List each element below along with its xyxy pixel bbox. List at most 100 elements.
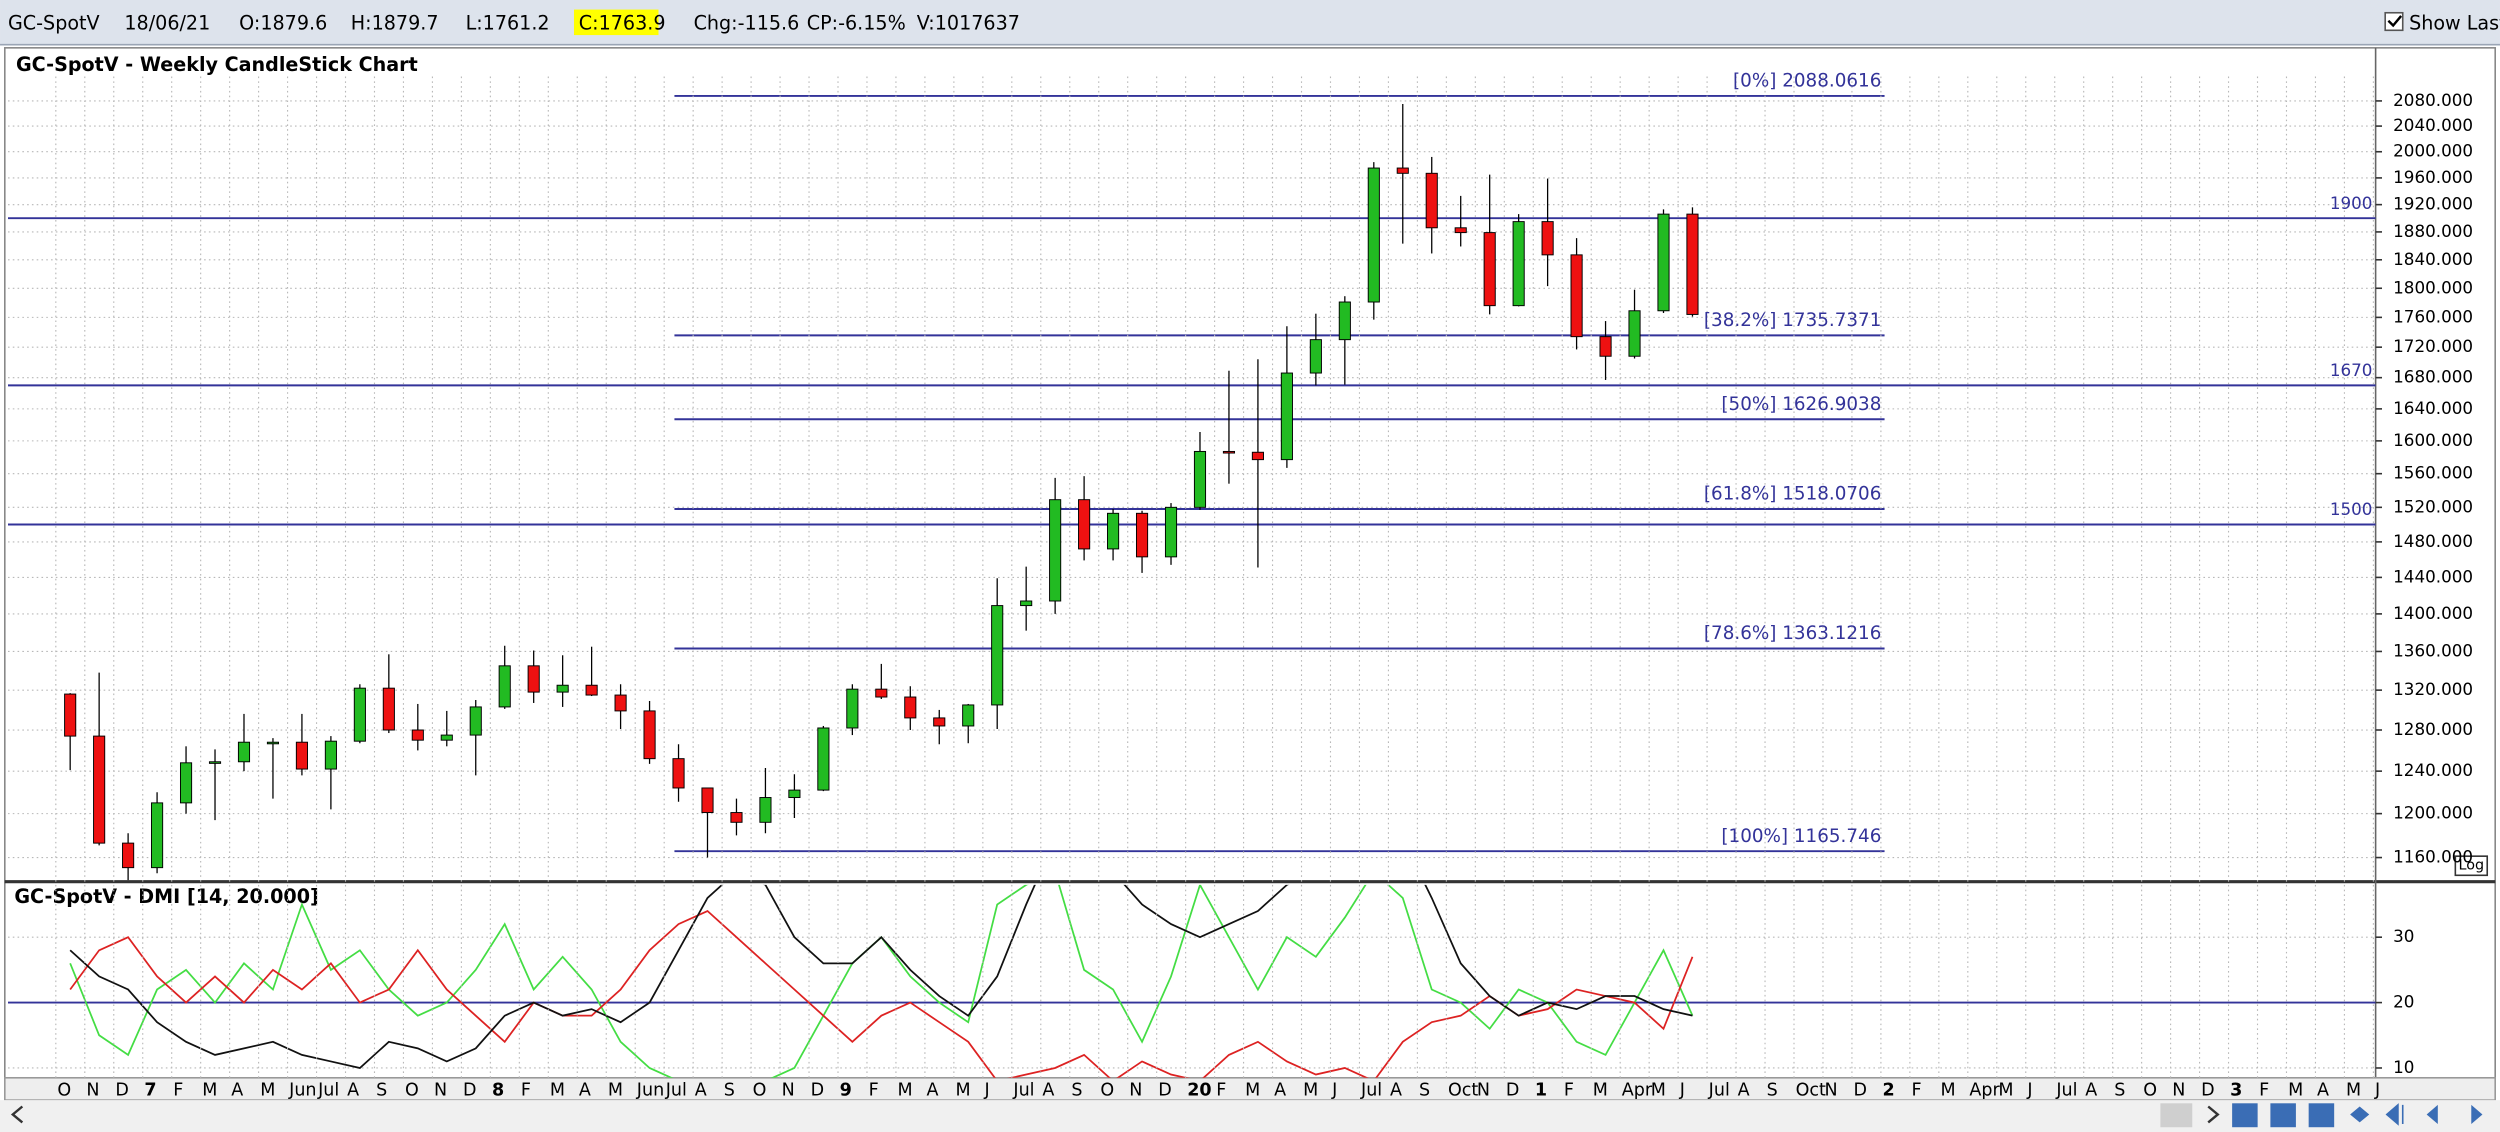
candle-body [962,704,975,727]
y-tick-label: 1880.000 [2393,221,2473,241]
header-close: C:1763.9 [579,11,666,34]
candle-body [498,665,511,708]
y-tick-label: 1960.000 [2393,167,2473,187]
header-change-percent: CP:-6.15% [807,11,906,34]
x-tick-label: F [2259,1081,2269,1101]
x-tick-label: N [1477,1081,1490,1101]
header-low: L:1761.2 [466,11,550,34]
candle-body [1512,221,1525,307]
header-open: O:1879.6 [239,11,327,34]
candle-body [875,688,888,698]
x-tick-label: F [521,1081,531,1101]
x-tick-label: M [202,1081,217,1101]
x-tick-label: Oct [1448,1081,1478,1101]
x-tick-label: O [405,1081,419,1101]
x-tick-label: S [1419,1081,1430,1101]
x-tick-label: Apr [1622,1081,1653,1101]
tool-button[interactable] [2308,1103,2335,1128]
candle-body [1570,254,1583,338]
y-tick-label: 1800.000 [2393,277,2473,297]
x-tick-label: S [724,1081,735,1101]
x-tick-label: Jul [317,1081,339,1101]
chart-area [4,47,2496,1079]
candle-body [643,710,656,760]
candle-body [1222,450,1236,454]
candle-body [122,842,135,869]
candle-body [93,735,106,844]
dmi-line [69,909,1694,1078]
x-tick-label: F [1216,1081,1226,1101]
candle-body [1628,310,1641,357]
fib-label: [50%] 1626.9038 [1721,394,1881,415]
x-tick-label: D [463,1081,477,1101]
tool-button[interactable] [2426,1104,2438,1125]
x-tick-label: A [1390,1081,1402,1101]
y-tick-label: 1720.000 [2393,336,2473,356]
log-button[interactable] [2454,855,2489,877]
x-tick-label: J [983,1081,989,1101]
x-tick-label: 1 [1535,1081,1547,1101]
y-tick-label: 2000.000 [2393,141,2473,161]
x-tick-label: Apr [1969,1081,2000,1101]
chart-title: GC-SpotV - Weekly CandleStick Chart [16,53,418,76]
fib-label: [38.2%] 1735.7371 [1704,310,1881,331]
horizontal-line-label: 1900 [2330,193,2373,213]
horizontal-line-label: 1500 [2330,499,2373,519]
tool-button[interactable] [2270,1103,2296,1128]
x-tick-label: F [1564,1081,1574,1101]
tool-button[interactable] [2471,1104,2483,1125]
y-tick-label: 1280.000 [2393,719,2473,739]
x-tick-label: S [1071,1081,1082,1101]
candle-body [1164,506,1178,558]
x-tick-label: J [1679,1081,1685,1101]
y-tick-label: 1640.000 [2393,398,2473,418]
header-volume: V:1017637 [917,11,1020,34]
checkmark [2387,15,2403,28]
candle-body [1367,167,1380,303]
y-tick-label: 10 [2393,1057,2414,1077]
x-tick-label: J [2026,1081,2032,1101]
x-tick-label: N [1825,1081,1838,1101]
y-tick-label: 1360.000 [2393,640,2473,660]
candle-body [933,717,946,727]
x-tick-label: 7 [144,1081,156,1101]
candle-body [353,687,366,742]
y-tick-label: 1520.000 [2393,496,2473,516]
tool-button[interactable] [2350,1106,2370,1123]
candle-body [759,797,772,823]
candle-body [846,688,859,729]
x-tick-label: N [2172,1081,2185,1101]
x-tick-label: O [753,1081,767,1101]
x-tick-label: 3 [2230,1081,2242,1101]
x-tick-label: A [927,1081,939,1101]
x-tick-label: M [1303,1081,1318,1101]
scroll-thumb[interactable] [2160,1103,2193,1128]
candle-body [1135,512,1149,558]
x-tick-label: N [86,1081,99,1101]
header-show-last: Show Last [2409,11,2500,34]
y-tick-label: 1200.000 [2393,803,2473,823]
x-tick-label: D [1854,1081,1867,1101]
x-tick-label: M [2288,1081,2303,1101]
tool-button[interactable] [2232,1103,2258,1128]
candle-body [1078,499,1091,550]
candle-body [1599,336,1612,357]
checkbox[interactable] [2384,11,2404,32]
candle-body [469,706,482,736]
candle-body [1049,499,1062,602]
candle-body [1657,213,1670,312]
scroll-left[interactable] [10,1105,24,1124]
x-tick-label: O [57,1081,71,1101]
y-tick-label: 1840.000 [2393,249,2473,269]
candle-body [151,802,164,869]
scroll-right[interactable] [2207,1105,2220,1124]
x-tick-label: M [1998,1081,2013,1101]
candle-body [730,812,743,823]
x-tick-label: J [2374,1081,2380,1101]
tool-button[interactable] [2385,1103,2404,1126]
candle-body [1425,172,1438,229]
x-tick-label: 20 [1187,1081,1211,1101]
candle-body [1338,301,1351,341]
y-tick-label: 1760.000 [2393,306,2473,326]
